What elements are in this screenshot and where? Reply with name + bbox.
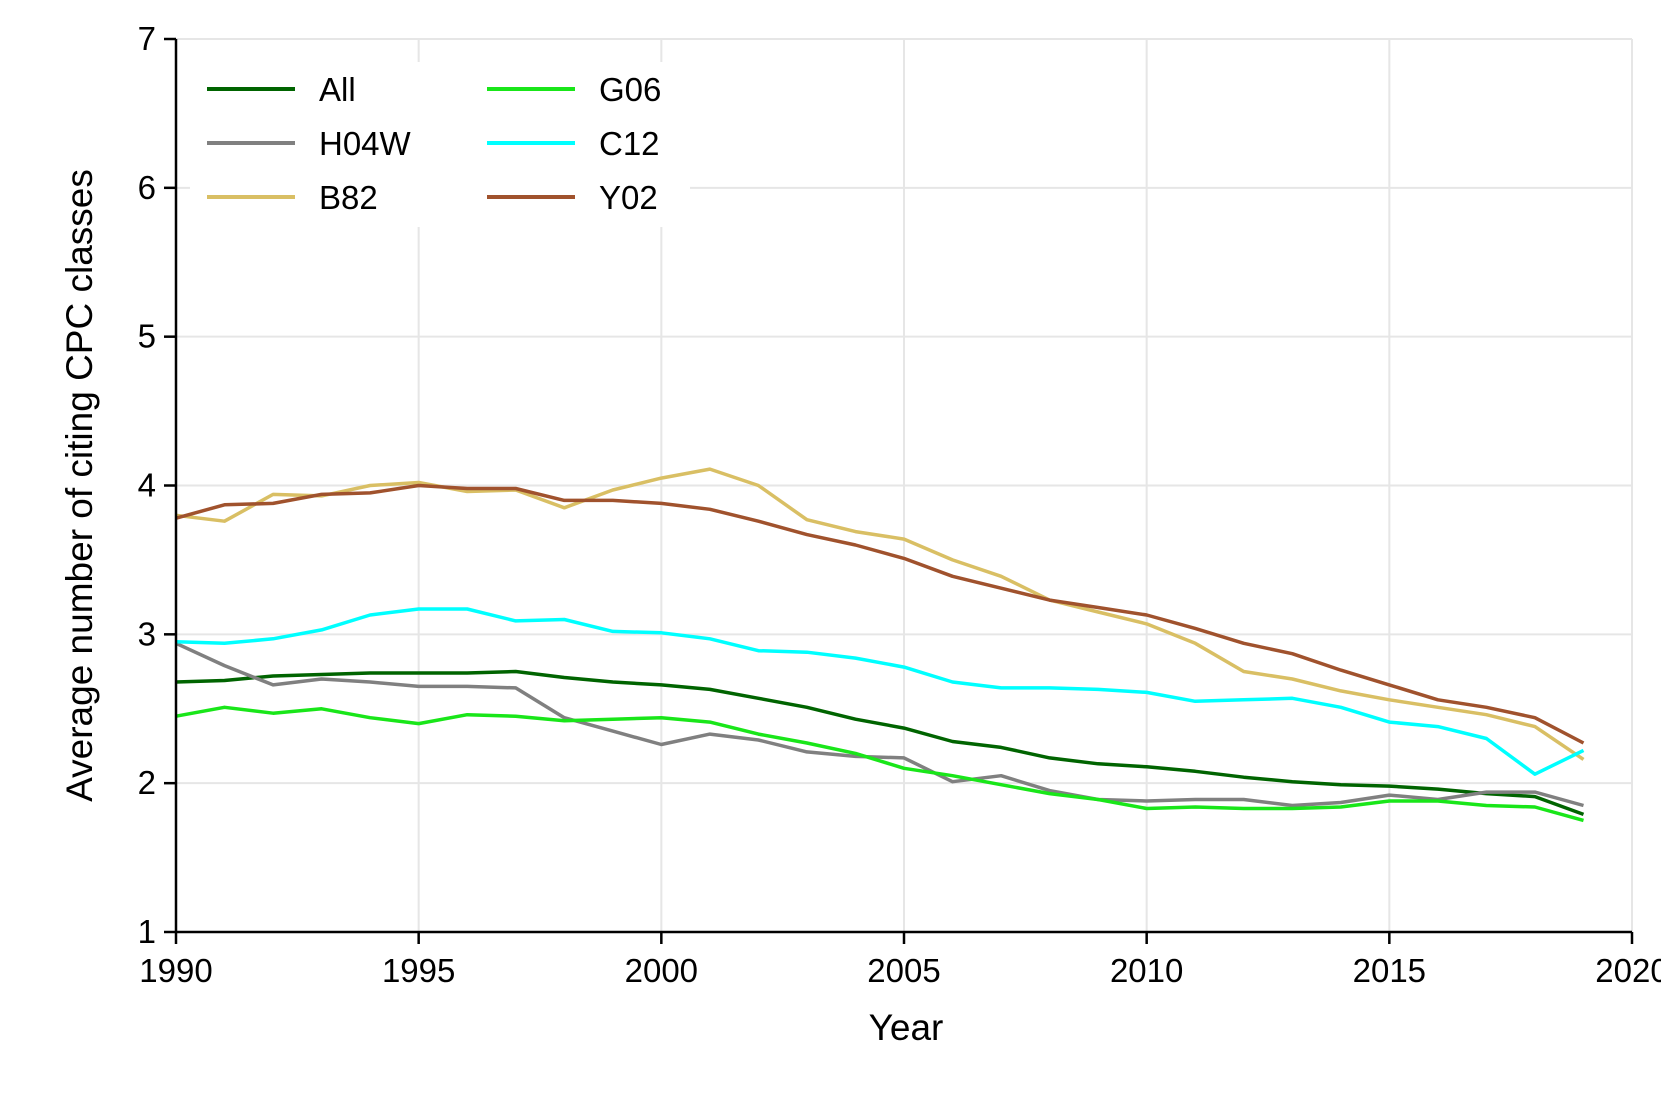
- x-axis-title: Year: [869, 1007, 944, 1048]
- series-line-c12: [175, 607, 1585, 776]
- y-tick-label: 7: [138, 20, 156, 57]
- y-axis-title: Average number of citing CPC classes: [59, 169, 100, 802]
- y-tick-label: 3: [138, 615, 156, 652]
- legend-label: C12: [599, 125, 660, 162]
- x-tick-label: 2015: [1353, 952, 1426, 989]
- series-line-y02: [175, 483, 1585, 745]
- series-lines: [175, 467, 1585, 823]
- x-tick-label: 1990: [139, 952, 212, 989]
- legend-label: B82: [319, 179, 378, 216]
- x-tick-label: 2000: [625, 952, 698, 989]
- y-tick-label: 2: [138, 764, 156, 801]
- x-tick-label: 2010: [1110, 952, 1183, 989]
- y-tick-label: 6: [138, 169, 156, 206]
- y-tick-label: 1: [138, 913, 156, 950]
- axes: [164, 37, 1634, 944]
- legend-label: All: [319, 71, 356, 108]
- x-tick-label: 2005: [867, 952, 940, 989]
- series-line-b82: [175, 467, 1585, 761]
- series-line-g06: [175, 705, 1584, 823]
- x-tick-label: 2020: [1595, 952, 1661, 989]
- y-tick-label: 4: [138, 467, 156, 504]
- series-line-all: [175, 669, 1585, 817]
- x-tick-label: 1995: [382, 952, 455, 989]
- legend-label: Y02: [599, 179, 658, 216]
- tick-labels: 1 2 3 4 5 6 7 1990 1995 2000 2005 2010 2015 2020: [138, 20, 1661, 989]
- series-line-h04w: [175, 641, 1584, 808]
- y-tick-label: 5: [138, 318, 156, 355]
- legend: All H04W B82 G06 C12 Y02: [190, 62, 690, 227]
- legend-label: H04W: [319, 125, 412, 162]
- legend-label: G06: [599, 71, 661, 108]
